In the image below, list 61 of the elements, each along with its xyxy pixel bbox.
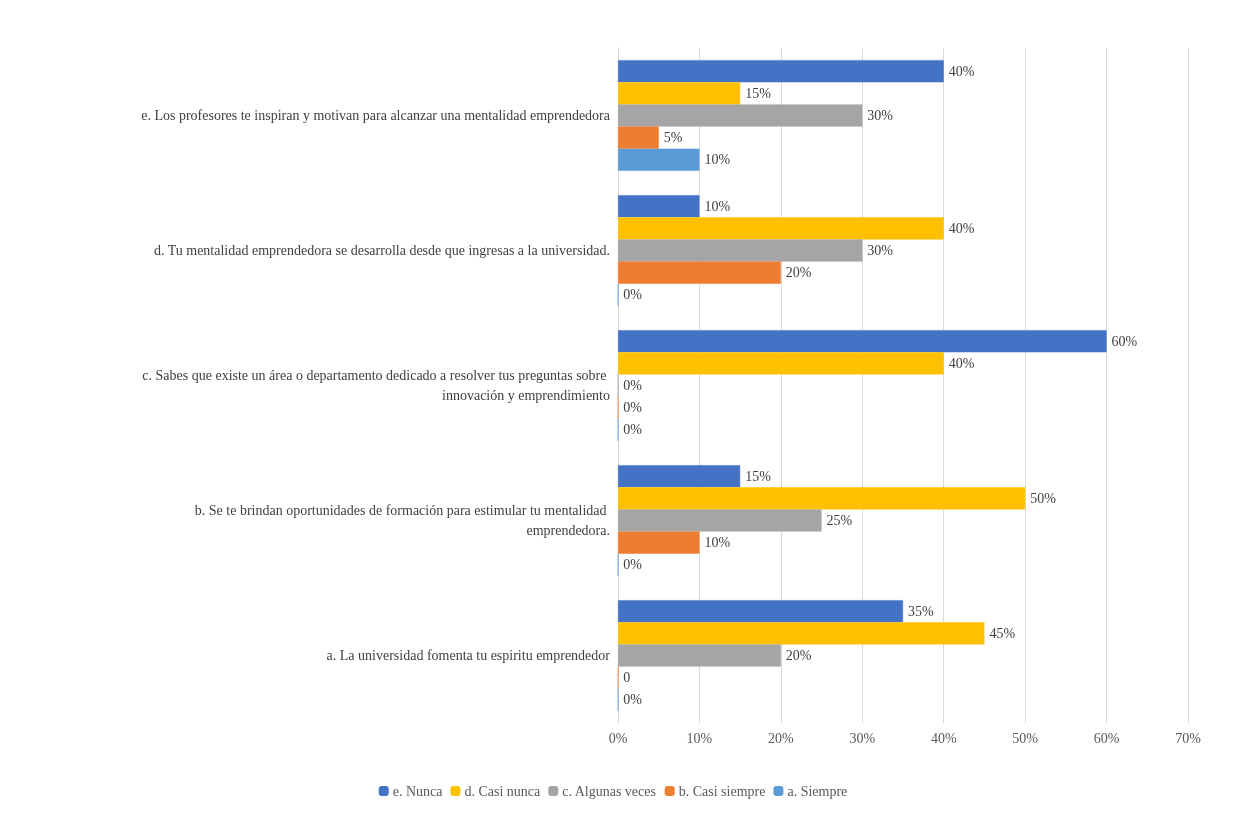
- data-label: 30%: [867, 243, 894, 258]
- x-tick-label: 70%: [1175, 730, 1202, 746]
- bar: [618, 261, 781, 284]
- data-label: 50%: [1030, 490, 1057, 506]
- data-label: 20%: [785, 648, 812, 663]
- bar: [618, 487, 1026, 510]
- bar: [618, 600, 903, 623]
- bar: [618, 509, 822, 532]
- legend-label: d. Casi nunca: [464, 783, 542, 799]
- data-label: 40%: [948, 63, 975, 79]
- bar: [618, 465, 741, 488]
- legend-label: e. Nunca: [392, 783, 444, 799]
- bar: [618, 352, 944, 375]
- data-label: 20%: [785, 265, 812, 281]
- data-label: 0%: [623, 378, 643, 393]
- bar: [618, 148, 700, 171]
- legend-label: a. Siempre: [787, 783, 848, 799]
- bar: [618, 644, 781, 667]
- bar: [618, 239, 863, 262]
- bar: [618, 82, 741, 105]
- x-tick-label: 40%: [930, 730, 957, 746]
- data-label: 30%: [867, 108, 894, 123]
- y-tick-label: e. Los profesores te inspiran y motivan para alcanzar una mentalidad emprendedora: [141, 108, 611, 123]
- y-tick-label: c. Sabes que existe un área o departamento dedicado a resolver tus preguntas sobre innovación y emprendimiento: [142, 368, 610, 403]
- bar: [618, 622, 985, 645]
- x-tick-label: 50%: [1012, 730, 1039, 746]
- data-label: 10%: [704, 198, 731, 214]
- bar: [618, 104, 863, 127]
- data-label: 40%: [948, 355, 975, 371]
- bar: [618, 195, 700, 218]
- bar: [618, 217, 944, 240]
- x-tick-label: 0%: [608, 730, 628, 746]
- data-label: 10%: [704, 152, 731, 168]
- x-tick-label: 30%: [849, 730, 876, 746]
- data-label: 15%: [745, 85, 772, 101]
- data-label: 0%: [623, 692, 643, 708]
- data-label: 35%: [908, 603, 934, 619]
- x-tick-label: 20%: [768, 730, 795, 746]
- data-label: 25%: [826, 513, 853, 528]
- data-label: 45%: [989, 625, 1016, 641]
- data-label: 0: [623, 670, 631, 686]
- x-tick-label: 60%: [1093, 730, 1120, 746]
- data-label: 0%: [623, 400, 643, 416]
- bar: [618, 531, 700, 554]
- data-label: 40%: [948, 220, 975, 236]
- data-label: 0%: [623, 557, 643, 573]
- data-label: 0%: [623, 422, 643, 438]
- data-label: 10%: [704, 535, 731, 551]
- data-label: 15%: [745, 468, 772, 484]
- y-tick-label: d. Tu mentalidad emprendedora se desarrolla desde que ingresas a la universidad.: [153, 243, 610, 258]
- data-label: 0%: [623, 287, 643, 303]
- legend-label: c. Algunas veces: [562, 783, 656, 799]
- legend-label: b. Casi siempre: [678, 783, 766, 799]
- x-tick-label: 10%: [686, 730, 713, 746]
- data-label: 60%: [1111, 333, 1138, 349]
- data-label: 5%: [663, 130, 683, 146]
- y-tick-label: a. La universidad fomenta tu espiritu emprendedor: [326, 648, 611, 663]
- y-tick-label: b. Se te brindan oportunidades de formación para estimular tu mentalidad emprendedora.: [194, 503, 610, 538]
- bar: [618, 126, 659, 149]
- bar: [618, 330, 1107, 353]
- bar: [618, 60, 944, 83]
